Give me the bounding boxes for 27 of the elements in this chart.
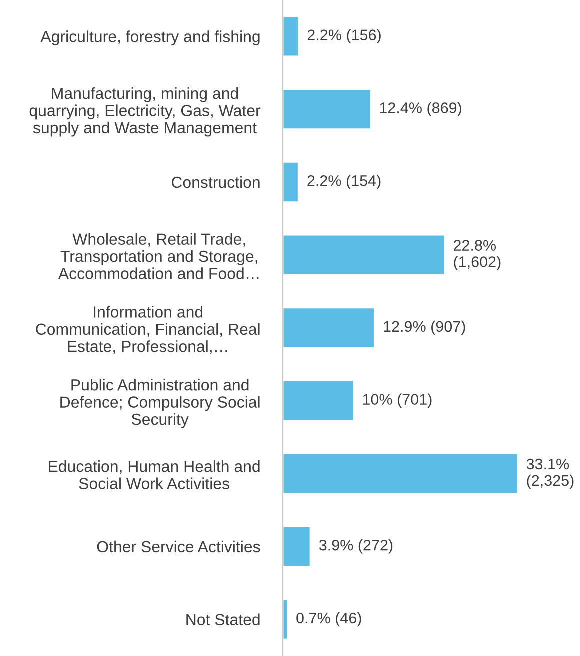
bar	[283, 526, 312, 568]
y-tick-label: Other Service Activities	[97, 540, 260, 553]
y-tick-label: Manufacturing, mining and quarrying, Electricity, Gas, Water supply and Waste Management	[30, 88, 261, 137]
y-tick-label: Information and Communication, Financial, Real Estate, Professional,…	[36, 306, 260, 354]
data-label: 33.1% (2,325)	[526, 458, 574, 490]
data-label: 3.9% (272)	[319, 540, 393, 554]
data-label: 22.8% (1,602)	[454, 240, 501, 270]
data-label: 12.9% (907)	[384, 320, 466, 336]
y-tick-label: Wholesale, Retail Trade, Transportation and Storage, Accommodation and Food…	[58, 233, 259, 280]
data-label: 0.7% (46)	[296, 612, 362, 627]
bar	[283, 453, 518, 495]
bar	[283, 88, 372, 130]
y-tick-label: Education, Human Health and Social Work Activities	[49, 460, 260, 490]
bar	[283, 380, 355, 422]
data-label: 10% (701)	[363, 394, 432, 408]
data-label: 2.2% (154)	[308, 175, 381, 190]
y-tick-label: Agriculture, forestry and fishing	[40, 30, 260, 46]
data-label: 12.4% (869)	[380, 102, 462, 116]
y-tick-label: Public Administration and Defence; Compulsory Social Security	[60, 379, 260, 428]
y-tick-label: Not Stated	[186, 614, 260, 626]
bar	[283, 307, 376, 349]
bar	[283, 598, 288, 640]
bar	[283, 16, 300, 58]
bar	[283, 234, 446, 276]
y-tick-label: Construction	[172, 176, 260, 188]
data-label: 2.2% (156)	[308, 29, 381, 44]
bar	[283, 161, 300, 203]
